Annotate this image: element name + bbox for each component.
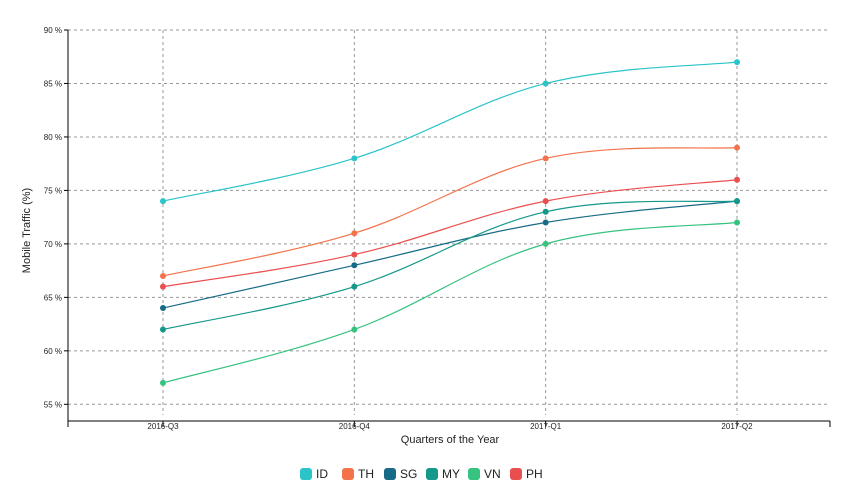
data-point-my[interactable] (734, 198, 740, 205)
data-point-vn[interactable] (542, 240, 549, 247)
data-point-th[interactable] (542, 155, 549, 162)
legend-label-my: MY (442, 467, 460, 481)
legend-swatch-id (300, 468, 312, 480)
data-point-vn[interactable] (160, 379, 166, 386)
y-tick-label: 75 % (44, 186, 62, 195)
x-tick-label: 2017-Q1 (530, 422, 562, 431)
data-point-id[interactable] (542, 80, 549, 87)
data-point-my[interactable] (542, 208, 549, 215)
series-line-my (162, 200, 738, 331)
x-tick-label: 2016-Q4 (339, 422, 371, 431)
data-point-ph[interactable] (160, 283, 166, 290)
series-line-vn (162, 221, 738, 384)
series-my (160, 198, 740, 333)
data-point-my[interactable] (351, 283, 358, 290)
series-vn (160, 219, 740, 386)
series-th (160, 144, 740, 279)
data-point-id[interactable] (734, 59, 740, 66)
series-line-id (162, 61, 738, 202)
data-point-ph[interactable] (351, 251, 358, 258)
legend-item-sg[interactable]: SG (384, 467, 417, 481)
axes (67, 30, 830, 422)
data-point-th[interactable] (351, 230, 358, 237)
legend-item-vn[interactable]: VN (468, 467, 501, 481)
series (160, 59, 740, 386)
legend-label-vn: VN (484, 467, 501, 481)
legend-label-ph: PH (526, 467, 543, 481)
data-point-sg[interactable] (351, 262, 358, 269)
y-axis-ticks: 55 % 60 % 65 % 70 % 75 % 80 % 85 % 90 % (44, 26, 68, 409)
y-tick-label: 60 % (44, 347, 62, 356)
x-axis-ticks: 2016-Q3 2016-Q4 2017-Q1 2017-Q2 (67, 421, 831, 431)
y-tick-label: 80 % (44, 133, 62, 142)
legend-swatch-ph (510, 468, 522, 480)
series-line-th (162, 147, 738, 277)
data-point-id[interactable] (351, 155, 358, 162)
legend-item-ph[interactable]: PH (510, 467, 543, 481)
x-tick-label: 2017-Q2 (721, 422, 753, 431)
x-axis-title: Quarters of the Year (401, 434, 500, 446)
data-point-id[interactable] (160, 198, 166, 205)
series-line-ph (162, 179, 738, 288)
x-tick-label: 2016-Q3 (147, 422, 179, 431)
grid (68, 29, 830, 415)
legend-item-id[interactable]: ID (300, 467, 328, 481)
legend-swatch-my (426, 468, 438, 480)
data-point-sg[interactable] (160, 305, 166, 312)
series-id (160, 59, 740, 205)
y-axis-title: Mobile Traffic (%) (21, 188, 33, 273)
data-point-my[interactable] (160, 326, 166, 333)
series-ph (160, 176, 740, 290)
data-point-ph[interactable] (734, 176, 740, 183)
legend-item-th[interactable]: TH (342, 467, 374, 481)
data-point-ph[interactable] (542, 198, 549, 205)
series-sg (160, 198, 740, 312)
legend-swatch-th (342, 468, 354, 480)
legend-swatch-sg (384, 468, 396, 480)
legend-label-id: ID (316, 467, 328, 481)
legend-label-sg: SG (400, 467, 417, 481)
legend-label-th: TH (358, 467, 374, 481)
data-point-vn[interactable] (351, 326, 358, 333)
series-line-sg (162, 200, 738, 309)
data-point-th[interactable] (160, 272, 166, 279)
data-point-sg[interactable] (542, 219, 549, 226)
y-tick-label: 90 % (44, 26, 62, 35)
y-tick-label: 70 % (44, 240, 62, 249)
y-tick-label: 65 % (44, 293, 62, 302)
data-point-vn[interactable] (734, 219, 740, 226)
legend-swatch-vn (468, 468, 480, 480)
legend: ID TH SG MY VN PH (300, 467, 543, 481)
legend-item-my[interactable]: MY (426, 467, 460, 481)
y-tick-label: 55 % (44, 400, 62, 409)
y-tick-label: 85 % (44, 79, 62, 88)
data-point-th[interactable] (734, 144, 740, 151)
